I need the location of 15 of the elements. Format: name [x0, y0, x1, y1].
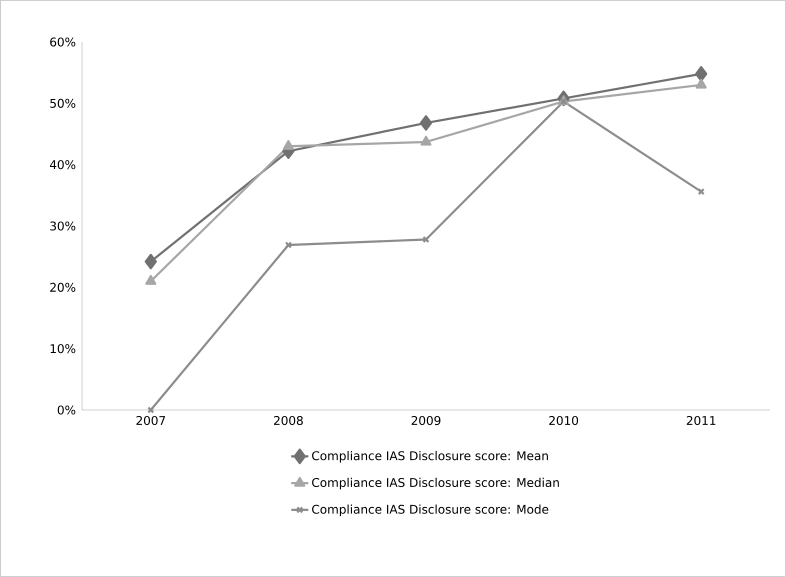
- x-tick-label: 2011: [686, 416, 716, 426]
- y-tick-label: 0%: [58, 405, 76, 415]
- y-tick-label: 50%: [50, 98, 76, 108]
- y-tick-label: 20%: [50, 282, 76, 292]
- y-tick-label: 10%: [50, 344, 76, 354]
- legend-label: Compliance IAS Disclosure score: Mode: [312, 504, 548, 516]
- x-tick-label: 2008: [274, 416, 303, 426]
- y-tick-label: 60%: [50, 37, 76, 47]
- y-tick-label: 30%: [50, 221, 76, 231]
- x-tick-label: 2009: [412, 416, 440, 426]
- legend-label: Compliance IAS Disclosure score: Mean: [312, 450, 548, 463]
- y-tick-label: 40%: [50, 160, 76, 170]
- x-tick-label: 2007: [136, 416, 166, 426]
- legend-label: Compliance IAS Disclosure score: Median: [312, 478, 559, 490]
- x-tick-label: 2010: [549, 416, 578, 426]
